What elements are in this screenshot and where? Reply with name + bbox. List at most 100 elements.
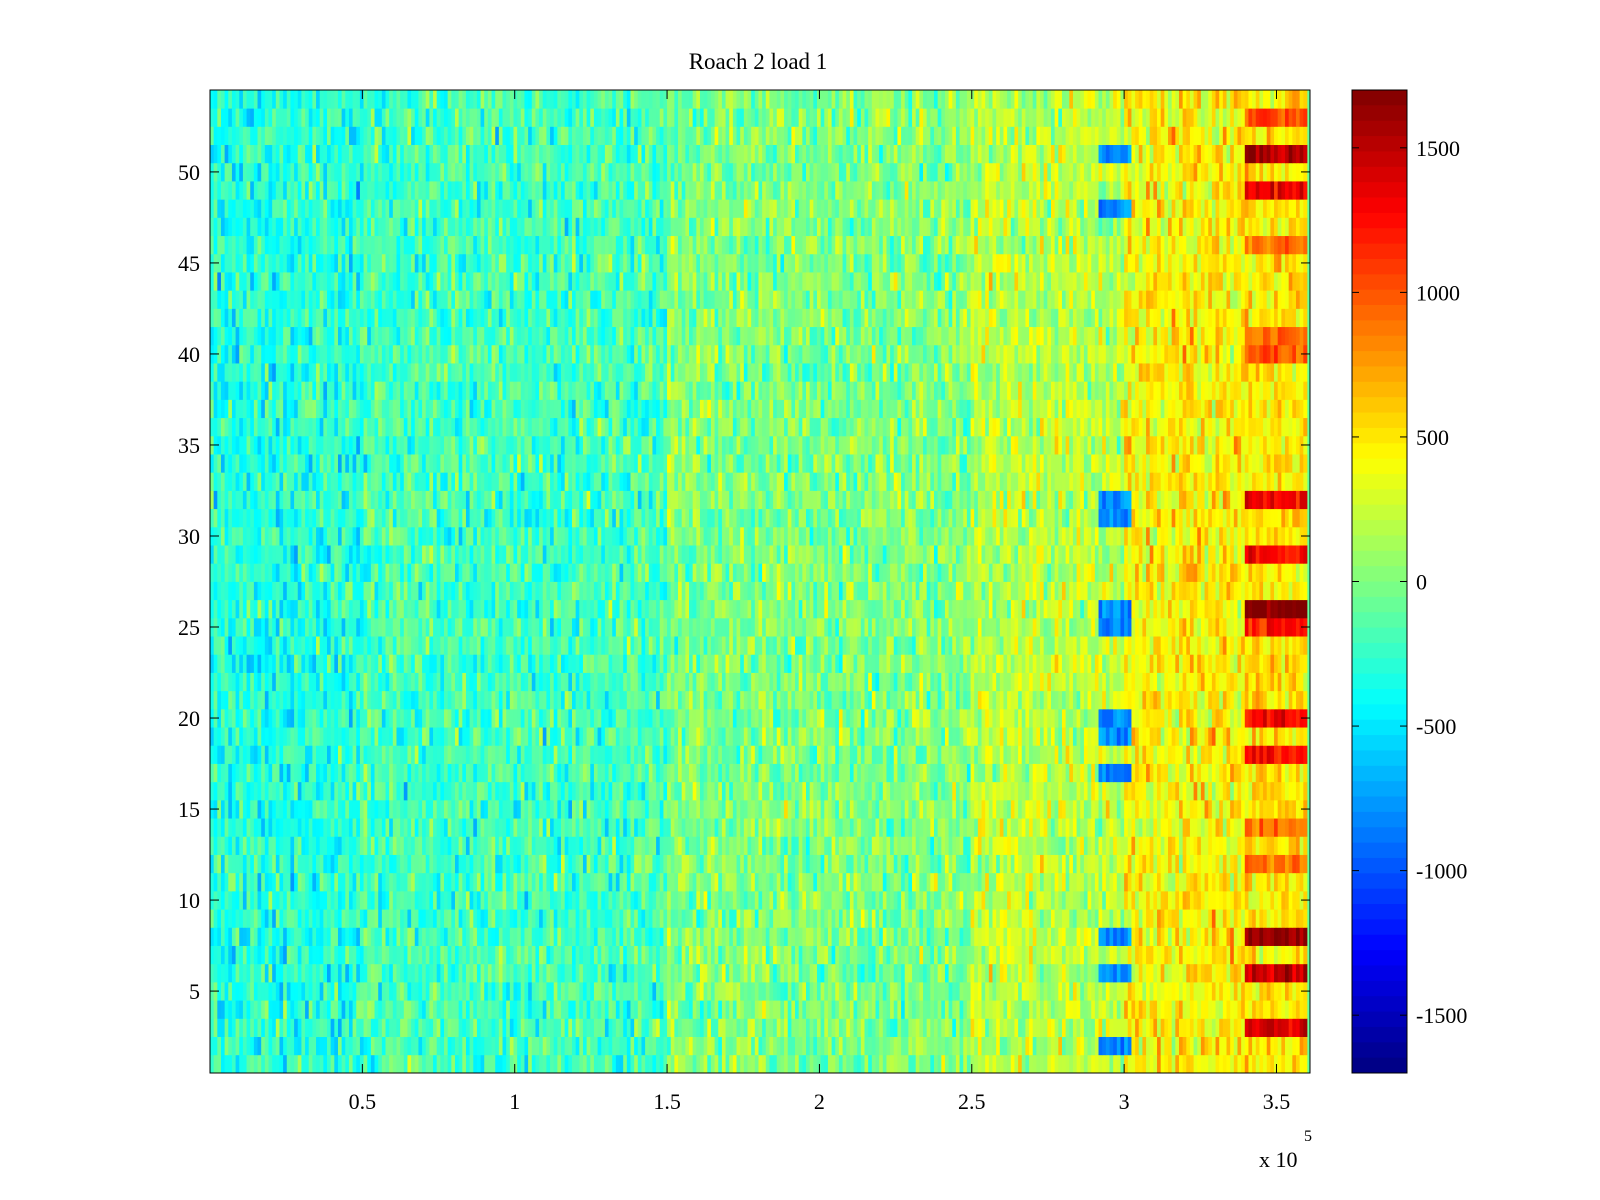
heatmap-cell xyxy=(1200,1036,1205,1056)
heatmap-cell xyxy=(1120,981,1125,1001)
heatmap-cell xyxy=(926,818,931,837)
heatmap-cell xyxy=(999,963,1004,983)
heatmap-cell xyxy=(1178,981,1184,1001)
heatmap-cell xyxy=(550,818,555,837)
heatmap-cell xyxy=(319,799,324,819)
heatmap-cell xyxy=(773,799,778,819)
heatmap-cell xyxy=(1025,1000,1030,1019)
heatmap-cell xyxy=(528,836,533,855)
heatmap-cell xyxy=(809,890,814,910)
heatmap-cell xyxy=(637,890,642,910)
heatmap-cell xyxy=(1058,945,1063,965)
heatmap-cell xyxy=(1072,1036,1077,1056)
heatmap-cell xyxy=(531,945,536,965)
heatmap-cell xyxy=(747,927,752,946)
heatmap-cell xyxy=(992,945,997,965)
heatmap-cell xyxy=(272,854,277,874)
heatmap-cell xyxy=(1230,1036,1235,1056)
heatmap-cell xyxy=(1003,945,1008,965)
heatmap-cell xyxy=(813,763,818,783)
heatmap-cell xyxy=(908,781,913,801)
heatmap-cell xyxy=(641,890,646,910)
heatmap-cell xyxy=(1164,872,1169,892)
heatmap-cell xyxy=(484,799,489,819)
heatmap-cell xyxy=(725,1036,730,1056)
heatmap-cell xyxy=(765,763,770,783)
heatmap-cell xyxy=(1281,927,1286,946)
heatmap-cell xyxy=(776,1018,781,1037)
heatmap-cell xyxy=(575,763,580,783)
heatmap-cell xyxy=(374,854,379,874)
heatmap-cell xyxy=(1226,927,1231,946)
heatmap-cell xyxy=(795,963,800,983)
heatmap-cell xyxy=(886,872,891,892)
heatmap-cell xyxy=(1215,945,1220,965)
heatmap-cell xyxy=(740,836,745,855)
heatmap-cell xyxy=(901,1018,906,1037)
heatmap-cell xyxy=(334,963,339,983)
heatmap-cell xyxy=(517,927,522,946)
heatmap-cell xyxy=(667,981,672,1001)
heatmap-cell xyxy=(1157,890,1162,910)
heatmap-cell xyxy=(407,1054,412,1073)
heatmap-cell xyxy=(407,981,412,1001)
heatmap-cell xyxy=(897,981,902,1001)
heatmap-cell xyxy=(429,927,434,946)
heatmap-cell xyxy=(860,781,865,801)
heatmap-cell xyxy=(407,927,412,946)
heatmap-cell xyxy=(879,945,884,965)
heatmap-cell xyxy=(290,781,295,801)
heatmap-cell xyxy=(696,836,701,855)
heatmap-cell xyxy=(1047,981,1052,1001)
heatmap-cell xyxy=(582,1018,588,1037)
heatmap-cell xyxy=(1288,818,1293,837)
heatmap-cell xyxy=(352,909,357,928)
heatmap-cell xyxy=(1127,1054,1132,1073)
heatmap-cell xyxy=(1072,854,1077,874)
heatmap-cell xyxy=(674,909,679,928)
heatmap-cell xyxy=(637,1054,642,1073)
heatmap-cell xyxy=(674,981,679,1001)
heatmap-cell xyxy=(1072,836,1077,855)
heatmap-cell xyxy=(897,1000,902,1019)
heatmap-cell xyxy=(261,781,266,801)
heatmap-cell xyxy=(246,1054,251,1073)
heatmap-cell xyxy=(1149,854,1154,874)
heatmap-cell xyxy=(528,1036,533,1056)
heatmap-cell xyxy=(1087,909,1092,928)
heatmap-cell xyxy=(1113,963,1118,983)
heatmap-cell xyxy=(1255,854,1260,874)
heatmap-cell xyxy=(1186,818,1191,837)
heatmap-cell xyxy=(1215,909,1220,928)
heatmap-cell xyxy=(1029,836,1034,855)
heatmap-cell xyxy=(253,799,258,819)
heatmap-cell xyxy=(930,1018,935,1037)
heatmap-cell xyxy=(316,872,321,892)
heatmap-cell xyxy=(1146,909,1151,928)
heatmap-cell xyxy=(604,1036,609,1056)
heatmap-cell xyxy=(1040,1054,1045,1073)
heatmap-cell xyxy=(359,927,364,946)
heatmap-cell xyxy=(341,781,346,801)
heatmap-cell xyxy=(827,799,833,819)
heatmap-cell xyxy=(1274,818,1279,837)
heatmap-cell xyxy=(1113,945,1118,965)
heatmap-cell xyxy=(674,836,679,855)
heatmap-cell xyxy=(213,1000,218,1019)
heatmap-cell xyxy=(626,818,631,837)
heatmap-cell xyxy=(1252,799,1257,819)
heatmap-cell xyxy=(1160,909,1165,928)
heatmap-cell xyxy=(769,854,774,874)
heatmap-cell xyxy=(806,927,811,946)
heatmap-cell xyxy=(944,945,950,965)
heatmap-cell xyxy=(531,872,536,892)
heatmap-cell xyxy=(893,1036,898,1056)
heatmap-cell xyxy=(553,1054,558,1073)
heatmap-cell xyxy=(670,854,675,874)
heatmap-cell xyxy=(451,927,456,946)
heatmap-cell xyxy=(608,909,613,928)
heatmap-cell xyxy=(1270,890,1275,910)
heatmap-cell xyxy=(1171,890,1176,910)
heatmap-cell xyxy=(411,981,416,1001)
heatmap-cell xyxy=(1065,872,1070,892)
